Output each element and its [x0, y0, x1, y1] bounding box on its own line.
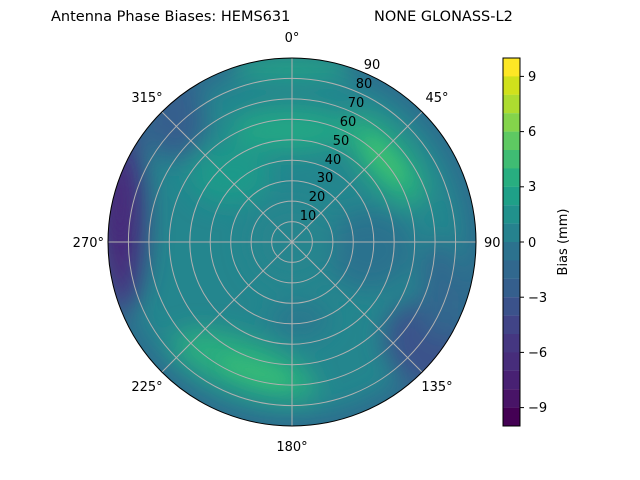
plot-border: [107, 57, 477, 427]
cbar-tick-neg3: −3: [528, 291, 547, 306]
angle-label-180: 180°: [276, 440, 307, 455]
angle-label-225: 225°: [131, 380, 162, 395]
angle-label-270: 270°: [73, 236, 104, 251]
angle-label-0: 0°: [285, 31, 300, 46]
angle-label-90: 90: [484, 236, 501, 251]
radial-label-40: 40: [325, 153, 342, 168]
cbar-tick-6: 6: [528, 125, 536, 140]
radial-label-20: 20: [309, 190, 326, 205]
angle-label-315: 315°: [131, 91, 162, 106]
radial-label-80: 80: [356, 77, 373, 92]
radial-label-90: 90: [364, 58, 381, 73]
radial-label-10: 10: [300, 209, 317, 224]
cbar-tick-9: 9: [528, 70, 536, 85]
colorbar-label: Bias (mm): [556, 209, 571, 276]
colorbar: 9 6 3 0 −3 −6 −9 Bias (mm): [502, 57, 571, 427]
chart-title-right: NONE GLONASS-L2: [374, 9, 513, 25]
radial-label-30: 30: [317, 171, 334, 186]
chart-title-left: Antenna Phase Biases: HEMS631: [51, 9, 291, 25]
cbar-tick-0: 0: [528, 236, 536, 251]
radial-label-70: 70: [348, 96, 365, 111]
cbar-tick-3: 3: [528, 180, 536, 195]
angle-label-135: 135°: [421, 380, 452, 395]
angular-grid: [108, 58, 476, 426]
cbar-tick-neg6: −6: [528, 346, 547, 361]
radial-label-50: 50: [333, 134, 350, 149]
angle-label-45: 45°: [425, 91, 448, 106]
cbar-tick-neg9: −9: [528, 401, 547, 416]
radial-label-60: 60: [340, 115, 357, 130]
